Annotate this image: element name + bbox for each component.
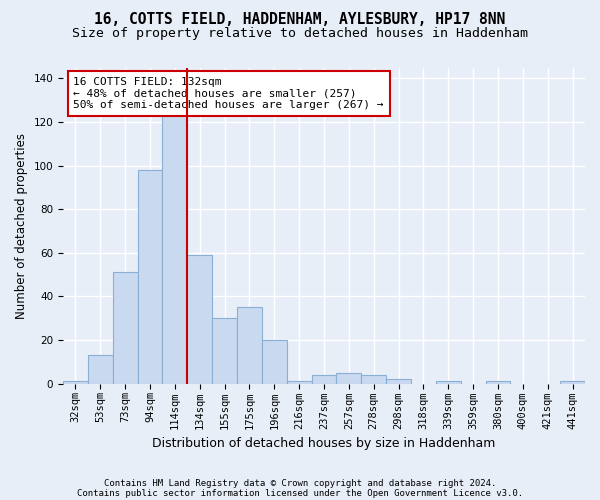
Text: Size of property relative to detached houses in Haddenham: Size of property relative to detached ho… bbox=[72, 28, 528, 40]
Bar bbox=[311, 375, 337, 384]
Bar bbox=[337, 372, 361, 384]
Bar bbox=[137, 170, 163, 384]
Bar bbox=[63, 382, 88, 384]
Bar bbox=[386, 379, 411, 384]
Bar bbox=[361, 375, 386, 384]
Bar bbox=[436, 382, 461, 384]
Bar bbox=[163, 98, 187, 384]
Bar bbox=[212, 318, 237, 384]
Bar bbox=[88, 355, 113, 384]
Bar bbox=[560, 382, 585, 384]
Bar bbox=[262, 340, 287, 384]
Bar bbox=[485, 382, 511, 384]
Bar bbox=[237, 307, 262, 384]
Text: Contains public sector information licensed under the Open Government Licence v3: Contains public sector information licen… bbox=[77, 488, 523, 498]
Y-axis label: Number of detached properties: Number of detached properties bbox=[15, 132, 28, 318]
Text: 16, COTTS FIELD, HADDENHAM, AYLESBURY, HP17 8NN: 16, COTTS FIELD, HADDENHAM, AYLESBURY, H… bbox=[94, 12, 506, 28]
Bar bbox=[287, 382, 311, 384]
Text: 16 COTTS FIELD: 132sqm
← 48% of detached houses are smaller (257)
50% of semi-de: 16 COTTS FIELD: 132sqm ← 48% of detached… bbox=[73, 77, 384, 110]
X-axis label: Distribution of detached houses by size in Haddenham: Distribution of detached houses by size … bbox=[152, 437, 496, 450]
Text: Contains HM Land Registry data © Crown copyright and database right 2024.: Contains HM Land Registry data © Crown c… bbox=[104, 478, 496, 488]
Bar bbox=[187, 255, 212, 384]
Bar bbox=[113, 272, 137, 384]
